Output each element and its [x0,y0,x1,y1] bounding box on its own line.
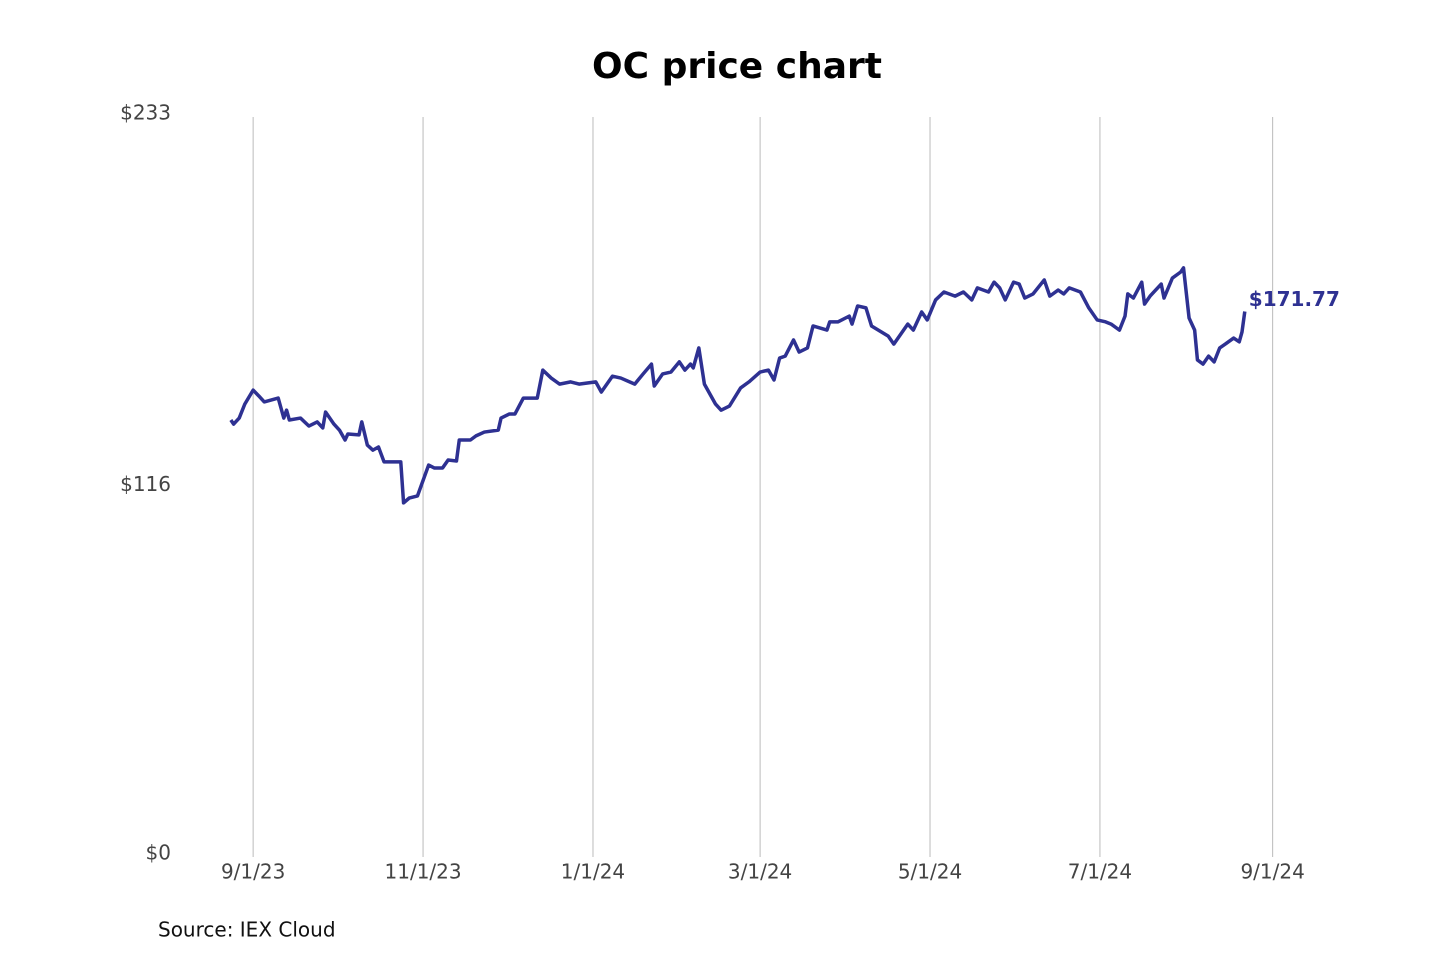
y-tick-label: $0 [146,841,171,865]
x-tick-label: 5/1/24 [898,860,962,884]
x-tick-label: 7/1/24 [1068,860,1132,884]
x-tick-label: 3/1/24 [728,860,792,884]
source-note: Source: IEX Cloud [158,918,336,942]
x-tick-label: 1/1/24 [561,860,625,884]
value-label: $171.77 [1249,287,1340,311]
y-tick-label: $233 [120,101,171,125]
price-line [229,266,1247,505]
x-tick-label: 11/1/23 [385,860,462,884]
x-tick-label: 9/1/24 [1240,860,1304,884]
chart-title: OC price chart [592,46,882,87]
y-tick-label: $116 [120,472,171,496]
x-tick-label: 9/1/23 [221,860,285,884]
